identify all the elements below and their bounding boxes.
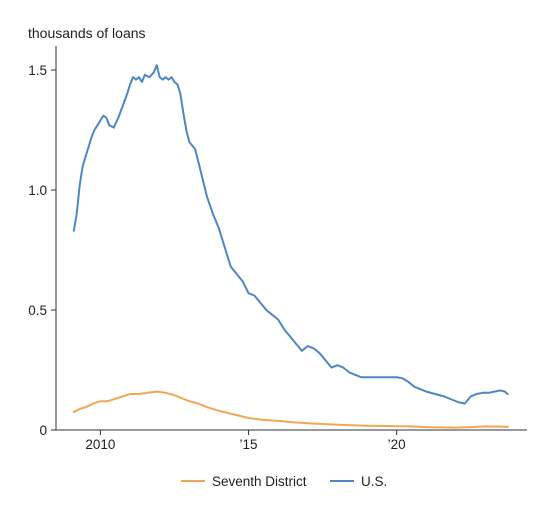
y-tick-label: 1.5 xyxy=(28,63,47,78)
y-ticks: 0 0.5 1.0 1.5 xyxy=(28,63,56,438)
series-line-seventh-district xyxy=(72,390,509,429)
x-ticks: 2010 ’15 ’20 xyxy=(85,430,406,452)
y-unit-label: thousands of loans xyxy=(28,25,146,41)
x-tick-label: ’15 xyxy=(240,437,258,452)
y-tick-label: 0.5 xyxy=(28,303,47,318)
legend-label: Seventh District xyxy=(212,474,307,489)
y-tick-label: 1.0 xyxy=(28,183,47,198)
legend-label: U.S. xyxy=(361,474,387,489)
x-tick-label: ’20 xyxy=(388,437,406,452)
series-lines xyxy=(72,64,509,429)
y-tick-label: 0 xyxy=(39,423,47,438)
series-line-u-s xyxy=(72,64,509,405)
legend: Seventh District U.S. xyxy=(181,474,387,489)
x-tick-label: 2010 xyxy=(85,437,115,452)
